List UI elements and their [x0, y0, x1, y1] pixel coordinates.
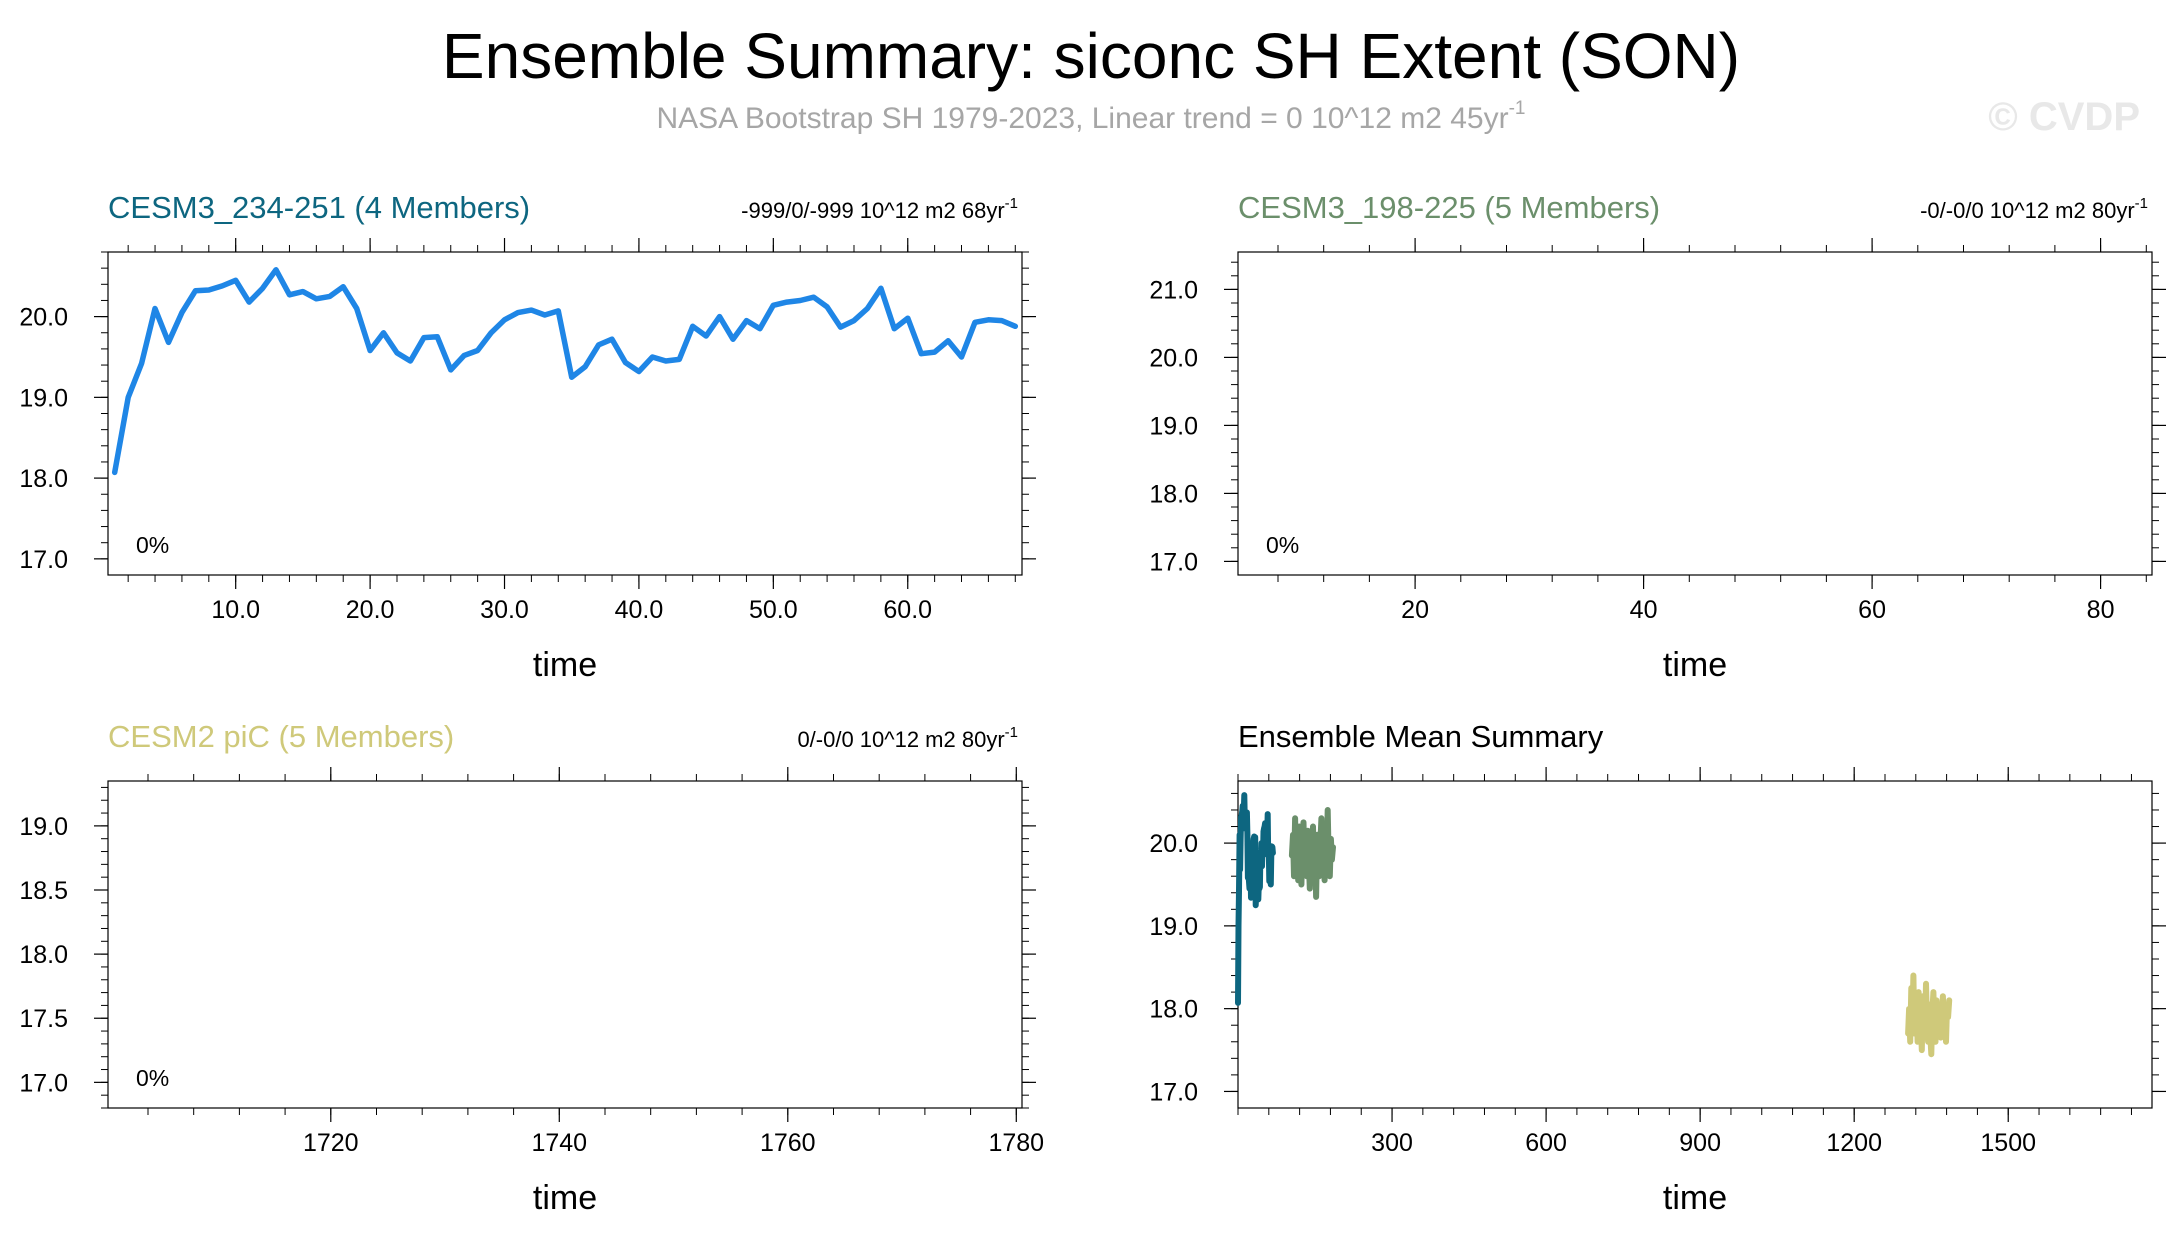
percent-label: 0%: [136, 1065, 169, 1091]
percent-label: 0%: [1266, 532, 1299, 558]
percent-label: 0%: [136, 532, 169, 558]
y-tick-label: 17.5: [19, 1005, 68, 1033]
plot-frame: [1237, 251, 2153, 576]
trend-text: -999/0/-999 10^12 m2 68yr: [741, 198, 1004, 223]
y-tick-label: 20.0: [1149, 830, 1198, 858]
series-line: [1235, 792, 1276, 1006]
y-tick-label: 20.0: [19, 304, 68, 332]
x-tick-label: 600: [1525, 1129, 1567, 1157]
plot-frame: [107, 780, 1023, 1109]
y-tick-label: 17.0: [1149, 548, 1198, 576]
trend-sup: -1: [2135, 195, 2148, 212]
y-tick-label: 18.0: [19, 941, 68, 969]
series-line: [111, 267, 1019, 476]
x-tick-label: 40.0: [615, 596, 664, 624]
figure-subtitle-text: NASA Bootstrap SH 1979-2023, Linear tren…: [656, 102, 1508, 135]
panel-trend-text: -0/-0/0 10^12 m2 80yr-1: [1920, 195, 2148, 223]
panel-title: CESM3_198-225 (5 Members): [1238, 190, 1660, 225]
x-tick-label: 1500: [1980, 1129, 2036, 1157]
y-tick-label: 18.5: [19, 877, 68, 905]
cvdp-watermark: © CVDP: [1988, 95, 2140, 139]
x-tick-label: 30.0: [480, 596, 529, 624]
panel-trend-text: -999/0/-999 10^12 m2 68yr-1: [741, 195, 1018, 223]
x-tick-label: 20.0: [346, 596, 395, 624]
y-tick-label: 19.0: [19, 813, 68, 841]
series-line: [1288, 807, 1336, 900]
plot-frame: [1237, 780, 2153, 1109]
series-line: [1905, 972, 1953, 1058]
panel-ensemble-mean-summary: Ensemble Mean Summary 17.0 18.0 19.0 20.0 300…: [1149, 719, 2166, 1217]
x-tick-label: 50.0: [749, 596, 798, 624]
x-tick-label: 60: [1858, 596, 1886, 624]
y-tick-label: 17.0: [19, 1069, 68, 1097]
trend-sup: -1: [1005, 195, 1018, 212]
panel-cesm2-pic: CESM2 piC (5 Members) 0/-0/0 10^12 m2 80y…: [19, 719, 1044, 1217]
y-tick-label: 18.0: [1149, 996, 1198, 1024]
x-tick-label: 10.0: [211, 596, 260, 624]
x-tick-label: 1780: [988, 1129, 1044, 1157]
x-tick-label: 60.0: [883, 596, 932, 624]
panel-title: CESM2 piC (5 Members): [108, 719, 454, 754]
x-tick-label: 1720: [303, 1129, 359, 1157]
x-tick-label: 300: [1371, 1129, 1413, 1157]
panel-cesm3-234-251: CESM3_234-251 (4 Members) -999/0/-999 10^…: [19, 190, 1036, 684]
panel-cesm3-198-225: CESM3_198-225 (5 Members) -0/-0/0 10^12 m…: [1149, 190, 2166, 684]
x-tick-label: 1760: [760, 1129, 816, 1157]
y-tick-label: 19.0: [1149, 913, 1198, 941]
y-tick-label: 20.0: [1149, 344, 1198, 372]
x-axis-label: time: [533, 1179, 597, 1217]
trend-text: -0/-0/0 10^12 m2 80yr: [1920, 198, 2135, 223]
x-tick-label: 1740: [531, 1129, 587, 1157]
y-tick-label: 21.0: [1149, 276, 1198, 304]
figure-title: Ensemble Summary: siconc SH Extent (SON): [442, 20, 1740, 92]
trend-text: 0/-0/0 10^12 m2 80yr: [797, 727, 1004, 752]
panel-trend-text: 0/-0/0 10^12 m2 80yr-1: [797, 724, 1018, 752]
x-tick-label: 80: [2087, 596, 2115, 624]
y-tick-label: 17.0: [1149, 1078, 1198, 1106]
panel-title: CESM3_234-251 (4 Members): [108, 190, 530, 225]
figure-subtitle-sup: -1: [1509, 98, 1526, 119]
x-axis-label: time: [533, 646, 597, 684]
x-axis-label: time: [1663, 1179, 1727, 1217]
panel-title: Ensemble Mean Summary: [1238, 719, 1604, 754]
x-tick-label: 20: [1401, 596, 1429, 624]
figure-subtitle: NASA Bootstrap SH 1979-2023, Linear tren…: [656, 98, 1525, 135]
x-tick-label: 40: [1630, 596, 1658, 624]
y-tick-label: 19.0: [19, 384, 68, 412]
y-tick-label: 19.0: [1149, 412, 1198, 440]
x-tick-label: 1200: [1826, 1129, 1882, 1157]
x-axis-label: time: [1663, 646, 1727, 684]
y-tick-label: 18.0: [19, 465, 68, 493]
trend-sup: -1: [1005, 724, 1018, 741]
x-tick-label: 900: [1679, 1129, 1721, 1157]
y-tick-label: 18.0: [1149, 480, 1198, 508]
y-tick-label: 17.0: [19, 546, 68, 574]
